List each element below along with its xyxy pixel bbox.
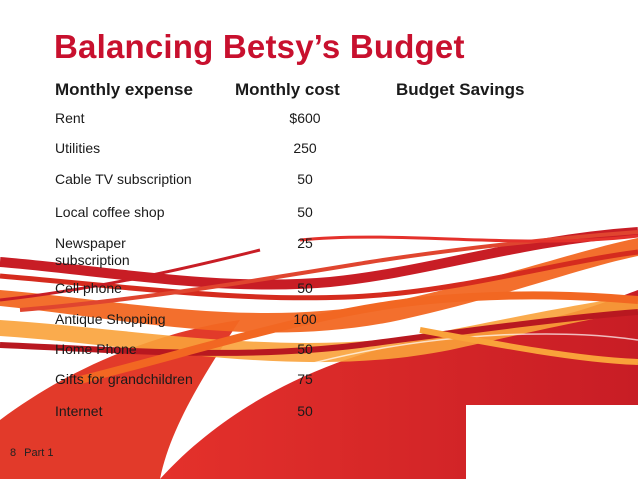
expense-newspaper: Newspaper subscription <box>55 235 130 268</box>
expense-cable-tv: Cable TV subscription <box>55 171 192 187</box>
cost-internet: 50 <box>297 403 313 419</box>
slide-footer: 8 Part 1 <box>10 447 61 459</box>
cost-rent: $600 <box>289 110 321 126</box>
expense-gifts: Gifts for grandchildren <box>55 371 193 387</box>
cost-utilities: 250 <box>293 140 317 156</box>
header-budget-savings: Budget Savings <box>396 80 525 99</box>
expense-home-phone: Home Phone <box>55 341 137 357</box>
expense-utilities: Utilities <box>55 140 101 156</box>
cost-home-phone: 50 <box>297 341 313 357</box>
expense-internet: Internet <box>55 403 103 419</box>
expense-coffee-shop: Local coffee shop <box>55 204 165 220</box>
cost-cable-tv: 50 <box>297 171 313 187</box>
cost-newspaper: 25 <box>297 235 313 251</box>
section-label: Part 1 <box>24 447 54 459</box>
cost-coffee-shop: 50 <box>297 204 313 220</box>
page-number: 8 <box>10 447 17 459</box>
header-monthly-expense: Monthly expense <box>55 80 193 99</box>
cost-gifts: 75 <box>297 371 313 387</box>
cost-antique-shopping: 100 <box>293 311 317 327</box>
expense-rent: Rent <box>55 110 85 126</box>
expense-cell-phone: Cell phone <box>55 280 122 296</box>
cost-cell-phone: 50 <box>297 280 313 296</box>
expense-antique-shopping: Antique Shopping <box>55 311 166 327</box>
slide-title: Balancing Betsy’s Budget <box>54 28 465 65</box>
header-monthly-cost: Monthly cost <box>235 80 340 99</box>
blank-panel <box>466 405 638 479</box>
